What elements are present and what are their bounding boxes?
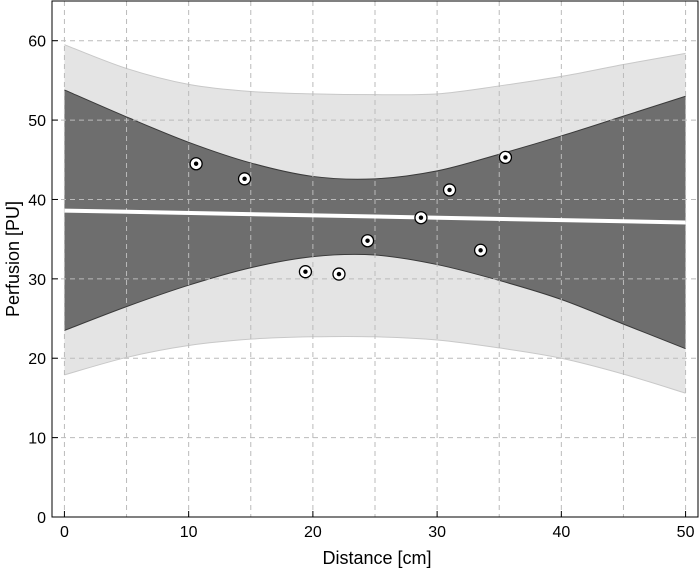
data-point-dot <box>242 176 247 182</box>
x-tick-label: 40 <box>552 524 570 541</box>
data-point <box>498 150 513 165</box>
data-point <box>189 157 203 171</box>
plot-area <box>51 0 699 518</box>
data-point-dot <box>336 271 342 277</box>
x-axis-ticks: 0 10 20 30 40 50 <box>60 511 695 541</box>
x-tick-label: 30 <box>428 524 446 541</box>
regression-line <box>64 208 686 225</box>
data-point <box>414 211 428 225</box>
data-point <box>473 243 488 257</box>
data-point-dot <box>418 215 424 220</box>
x-tick-label: 0 <box>60 524 69 541</box>
y-axis-label: Perfusion [PU] <box>3 201 23 317</box>
data-point <box>332 267 346 281</box>
y-tick-label: 0 <box>37 510 46 527</box>
y-tick-label: 40 <box>28 192 46 209</box>
y-tick-label: 60 <box>28 34 46 51</box>
data-point-dot <box>503 155 508 160</box>
confidence-band-upper-edge <box>64 89 686 180</box>
data-point-dot <box>193 161 199 166</box>
data-point-dot <box>365 238 370 243</box>
y-tick-label: 50 <box>28 113 46 130</box>
data-point-dot <box>303 269 308 274</box>
data-point-dot <box>447 187 452 193</box>
data-point-dot <box>478 248 483 253</box>
x-tick-label: 50 <box>677 524 695 541</box>
data-points <box>189 150 513 281</box>
data-point <box>298 265 313 279</box>
y-tick-label: 10 <box>28 431 46 448</box>
y-tick-label: 20 <box>28 351 46 368</box>
grid-lines <box>52 1 698 517</box>
plot-frame <box>51 0 699 518</box>
y-axis-ticks: 0 10 20 30 40 50 60 <box>28 34 58 527</box>
x-tick-label: 20 <box>304 524 322 541</box>
data-point <box>360 234 375 248</box>
x-tick-label: 10 <box>180 524 198 541</box>
data-point <box>237 172 252 186</box>
x-axis-label: Distance [cm] <box>322 548 431 568</box>
y-tick-label: 30 <box>28 272 46 289</box>
data-point <box>442 183 457 197</box>
